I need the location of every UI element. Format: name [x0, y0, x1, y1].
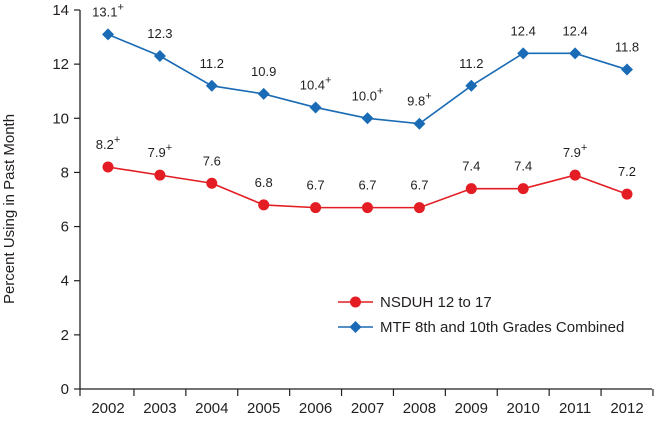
legend: NSDUH 12 to 17 MTF 8th and 10th Grades Co…: [338, 294, 624, 336]
y-tick-label: 8: [61, 164, 69, 181]
data-point-marker: [257, 87, 270, 100]
data-label: 6.8: [255, 175, 273, 190]
data-label: 11.8: [615, 40, 639, 55]
data-point-marker: [413, 117, 426, 130]
data-label: 9.8+: [407, 91, 432, 109]
significance-mark: +: [425, 91, 431, 103]
x-tick-label: 2003: [143, 400, 176, 417]
x-tick-label: 2009: [455, 400, 488, 417]
legend-marker: [349, 321, 362, 333]
data-point-marker: [465, 79, 478, 92]
x-tick-label: 2008: [403, 400, 436, 417]
data-point-marker: [310, 202, 322, 214]
series-line: [107, 33, 628, 125]
data-point-marker: [102, 28, 114, 41]
data-label: 10.0+: [352, 85, 384, 103]
data-label: 7.4: [514, 159, 532, 174]
x-tick-label: 2012: [610, 400, 643, 417]
data-point-marker: [569, 47, 582, 60]
x-tick-label: 2004: [195, 400, 228, 417]
x-tick-label: 2007: [351, 400, 384, 417]
significance-mark: +: [166, 142, 172, 154]
data-point-marker: [153, 50, 166, 63]
legend-marker: [350, 296, 361, 308]
data-label: 7.6: [203, 153, 221, 168]
data-label: 12.4: [562, 23, 587, 38]
data-point-marker: [309, 101, 322, 114]
y-tick-label: 10: [52, 110, 69, 127]
legend-item: MTF 8th and 10th Grades Combined: [338, 319, 624, 336]
data-label: 6.7: [358, 178, 376, 193]
data-point-marker: [205, 79, 218, 92]
y-tick-label: 6: [61, 219, 69, 236]
x-tick-label: 2002: [91, 400, 124, 417]
data-label: 13.1+: [92, 1, 124, 19]
axes: 0 2 4 6 8 10 12 14 2002 2003 2004 2005 2006 2007 2008 2…: [52, 2, 654, 417]
data-label: 11.2: [459, 56, 483, 71]
y-tick-label: 2: [61, 327, 69, 344]
data-point-marker: [621, 188, 633, 200]
significance-mark: +: [114, 134, 120, 146]
significance-mark: +: [325, 74, 331, 86]
legend-label: NSDUH 12 to 17: [380, 294, 492, 311]
data-label: 12.4: [511, 23, 536, 38]
x-tick-label: 2011: [559, 400, 591, 417]
significance-mark: +: [117, 1, 123, 13]
data-label: 7.4: [462, 159, 480, 174]
y-tick-label: 12: [52, 56, 69, 73]
legend-label: MTF 8th and 10th Grades Combined: [380, 319, 624, 336]
series-nsduh: 8.2+ 7.9+ 7.6 6.8 6.7 6.7 6.7 7.4 7.4 7.9+ 7.2: [96, 134, 636, 214]
series-layer: 8.2+ 7.9+ 7.6 6.8 6.7 6.7 6.7 7.4 7.4 7.9+ 7.2 13.1…: [92, 1, 639, 214]
data-point-marker: [621, 63, 633, 76]
data-point-marker: [154, 169, 166, 181]
data-label: 6.7: [307, 178, 325, 193]
data-label: 11.2: [200, 56, 224, 71]
y-tick-label: 4: [61, 273, 69, 290]
significance-mark: +: [581, 142, 587, 154]
legend-item: NSDUH 12 to 17: [338, 294, 492, 311]
data-label: 7.9+: [148, 142, 173, 160]
x-tick-label: 2005: [247, 400, 280, 417]
y-axis-label: Percent Using in Past Month: [1, 114, 18, 304]
data-point-marker: [206, 177, 218, 189]
data-label: 7.2: [618, 164, 636, 179]
y-tick-label: 14: [52, 2, 69, 19]
data-point-marker: [362, 202, 373, 214]
data-point-marker: [361, 112, 374, 125]
data-label: 8.2+: [96, 134, 121, 152]
series-mtf: 13.1+ 12.3 11.2 10.9 10.4+ 10.0+ 9.8+ 11.2 12.4 1…: [92, 1, 639, 130]
x-tick-label: 2006: [299, 400, 332, 417]
data-label: 7.9+: [563, 142, 588, 160]
significance-mark: +: [377, 85, 383, 97]
data-label: 6.7: [410, 178, 428, 193]
data-point-marker: [517, 47, 530, 60]
x-tick-label: 2010: [507, 400, 540, 417]
data-point-marker: [569, 169, 581, 181]
y-tick-label: 0: [61, 381, 69, 398]
data-label: 12.3: [147, 26, 172, 41]
data-point-marker: [465, 183, 477, 195]
data-point-marker: [517, 183, 529, 195]
data-point-marker: [413, 202, 425, 214]
data-label: 10.4+: [300, 74, 332, 92]
data-label: 10.9: [251, 64, 276, 79]
data-point-marker: [102, 161, 114, 173]
data-point-marker: [258, 199, 270, 211]
